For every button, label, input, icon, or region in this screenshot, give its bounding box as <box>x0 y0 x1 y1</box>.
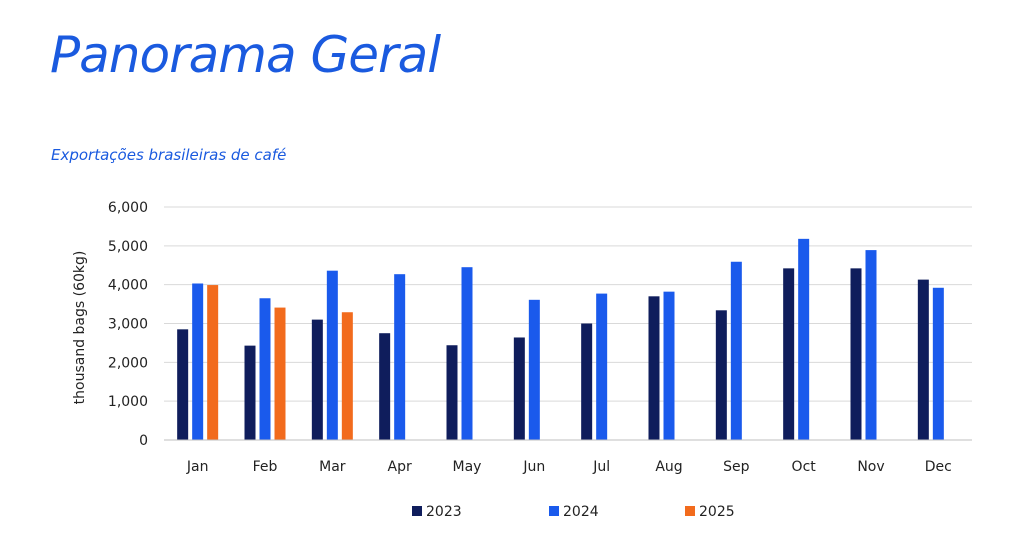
x-tick-label: Aug <box>655 459 682 475</box>
bar-2023-feb <box>244 345 256 440</box>
bar-2023-nov <box>850 268 862 440</box>
bar-2023-apr <box>379 333 391 440</box>
legend-swatch-2024 <box>549 506 559 516</box>
bar-2023-jul <box>581 323 593 440</box>
bar-2023-jun <box>513 337 525 440</box>
bar-2024-dec <box>932 287 944 440</box>
bar-2024-may <box>461 267 473 440</box>
legend-label-2025: 2025 <box>699 504 735 520</box>
legend: 2023 2024 2025 <box>412 504 735 520</box>
bar-2023-oct <box>783 268 795 440</box>
bar-2024-sep <box>730 261 742 440</box>
x-tick-label: Jun <box>522 459 545 475</box>
chart-title: Exportações brasileiras de café <box>51 146 287 164</box>
bar-2024-feb <box>259 298 271 440</box>
page-title: Panorama Geral <box>50 26 441 84</box>
y-tick-label: 6,000 <box>108 200 148 216</box>
bar-2023-aug <box>648 296 660 440</box>
bar-2023-jan <box>177 329 189 440</box>
bar-2023-sep <box>715 310 727 440</box>
bar-2024-jun <box>528 299 540 440</box>
y-tick-label: 4,000 <box>108 278 148 294</box>
x-tick-label: May <box>453 459 482 475</box>
bar-2024-nov <box>865 250 877 440</box>
x-tick-label: Oct <box>792 459 817 475</box>
bar-2025-jan <box>207 285 219 440</box>
y-tick-label: 5,000 <box>108 239 148 255</box>
y-axis-title: thousand bags (60kg) <box>72 251 88 405</box>
bar-2024-oct <box>798 238 810 440</box>
bar-2023-may <box>446 345 458 440</box>
x-tick-label: Mar <box>319 459 346 475</box>
legend-swatch-2023 <box>412 506 422 516</box>
bar-2025-feb <box>274 307 286 440</box>
bar-2024-jul <box>596 293 608 440</box>
bar-2024-apr <box>394 274 406 440</box>
y-tick-label: 3,000 <box>108 317 148 333</box>
bar-2023-dec <box>917 279 929 440</box>
legend-label-2024: 2024 <box>563 504 599 520</box>
x-tick-label: Sep <box>723 459 750 475</box>
y-tick-label: 0 <box>139 433 148 449</box>
bar-2024-mar <box>326 270 338 440</box>
gridlines <box>164 206 972 402</box>
bar-2025-mar <box>341 312 353 440</box>
y-axis-ticks: 0 1,000 2,000 3,000 4,000 5,000 6,000 <box>108 200 148 449</box>
x-tick-label: Feb <box>253 459 278 475</box>
x-tick-label: Jan <box>186 459 209 475</box>
y-tick-label: 2,000 <box>108 355 148 371</box>
bar-2023-mar <box>311 319 323 440</box>
legend-swatch-2025 <box>685 506 695 516</box>
bar-2024-aug <box>663 291 675 440</box>
legend-label-2023: 2023 <box>426 504 462 520</box>
x-tick-label: Apr <box>388 459 412 475</box>
x-tick-label: Nov <box>857 459 884 475</box>
x-axis-ticks: Jan Feb Mar Apr May Jun Jul Aug Sep Oct Nov Dec <box>186 459 952 475</box>
y-tick-label: 1,000 <box>108 394 148 410</box>
x-tick-label: Jul <box>592 459 610 475</box>
x-tick-label: Dec <box>925 459 952 475</box>
bars <box>177 238 944 440</box>
bar-2024-jan <box>192 283 204 440</box>
